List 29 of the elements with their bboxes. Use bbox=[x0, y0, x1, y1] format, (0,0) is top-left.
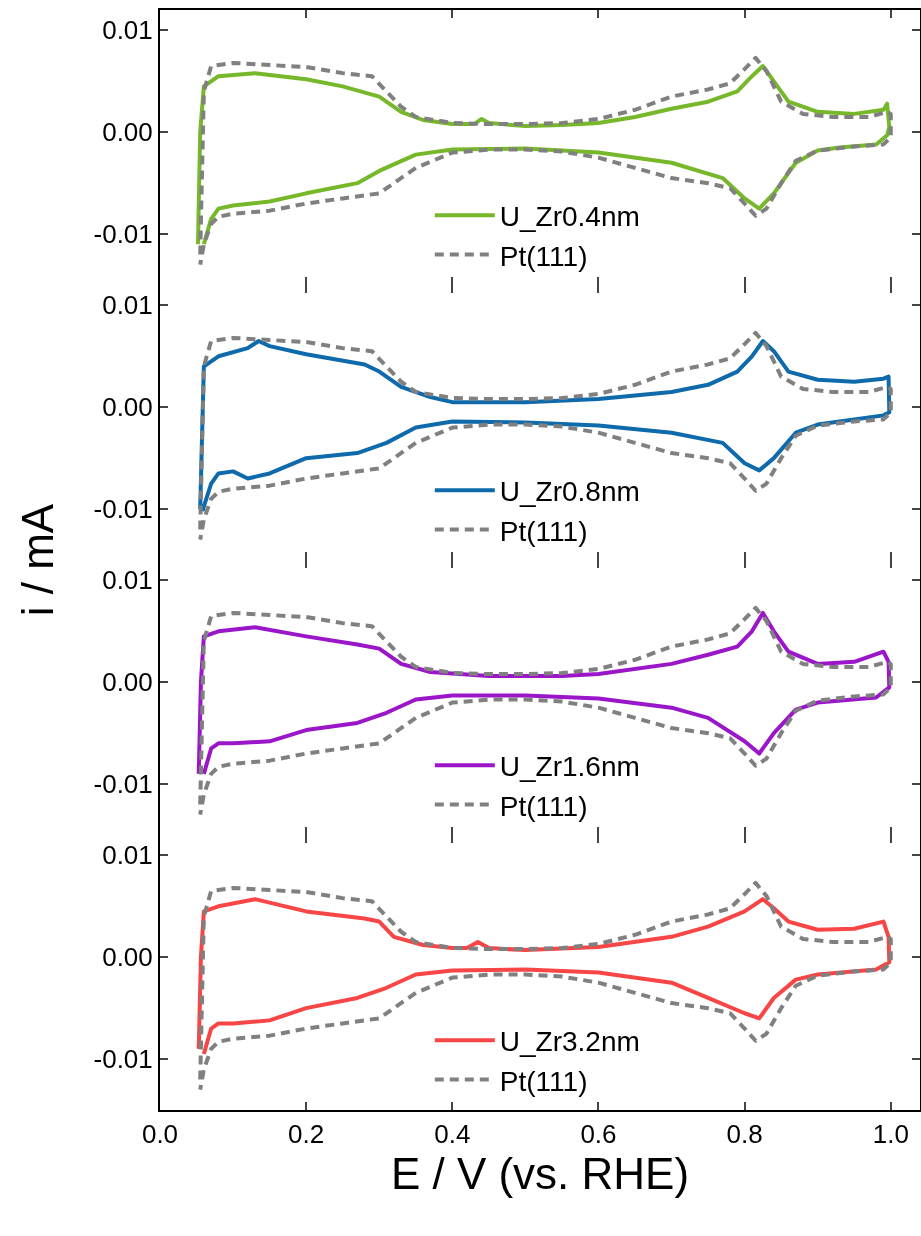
x-axis-title: E / V (vs. RHE) bbox=[390, 1149, 690, 1199]
y-tick-label: -0.01 bbox=[93, 494, 153, 525]
y-tick-label: 0.00 bbox=[102, 117, 153, 148]
legend-label: U_Zr0.8nm bbox=[499, 476, 640, 508]
legend-label: Pt(111) bbox=[499, 515, 588, 547]
y-tick-label: -0.01 bbox=[93, 769, 153, 800]
y-tick-label: 0.01 bbox=[102, 565, 153, 596]
y-tick-label: 0.01 bbox=[102, 290, 153, 321]
x-tick-label: 0.0 bbox=[141, 1119, 179, 1150]
line-series bbox=[198, 339, 892, 514]
legend-label: U_Zr1.6nm bbox=[499, 751, 640, 783]
x-tick-label: 0.8 bbox=[726, 1119, 763, 1150]
x-tick-label: 0.4 bbox=[434, 1119, 471, 1150]
y-tick-label: 0.00 bbox=[102, 667, 153, 698]
x-tick-label: 0.6 bbox=[580, 1119, 617, 1150]
y-tick-label: 0.00 bbox=[102, 942, 153, 973]
y-tick-label: 0.00 bbox=[102, 392, 153, 423]
y-tick-label: 0.01 bbox=[102, 840, 153, 871]
legend-label: Pt(111) bbox=[499, 1065, 588, 1097]
y-tick-label: -0.01 bbox=[93, 219, 153, 250]
y-axis-title: i / mA bbox=[13, 503, 62, 617]
legend-label: Pt(111) bbox=[499, 240, 588, 272]
legend-label: U_Zr0.4nm bbox=[499, 201, 640, 233]
legend-label: U_Zr3.2nm bbox=[499, 1026, 640, 1058]
x-tick-label: 1.0 bbox=[872, 1119, 909, 1150]
legend-label: Pt(111) bbox=[499, 790, 588, 822]
x-tick-label: 0.2 bbox=[288, 1119, 325, 1150]
y-tick-label: -0.01 bbox=[93, 1044, 153, 1075]
y-tick-label: 0.01 bbox=[102, 15, 153, 46]
